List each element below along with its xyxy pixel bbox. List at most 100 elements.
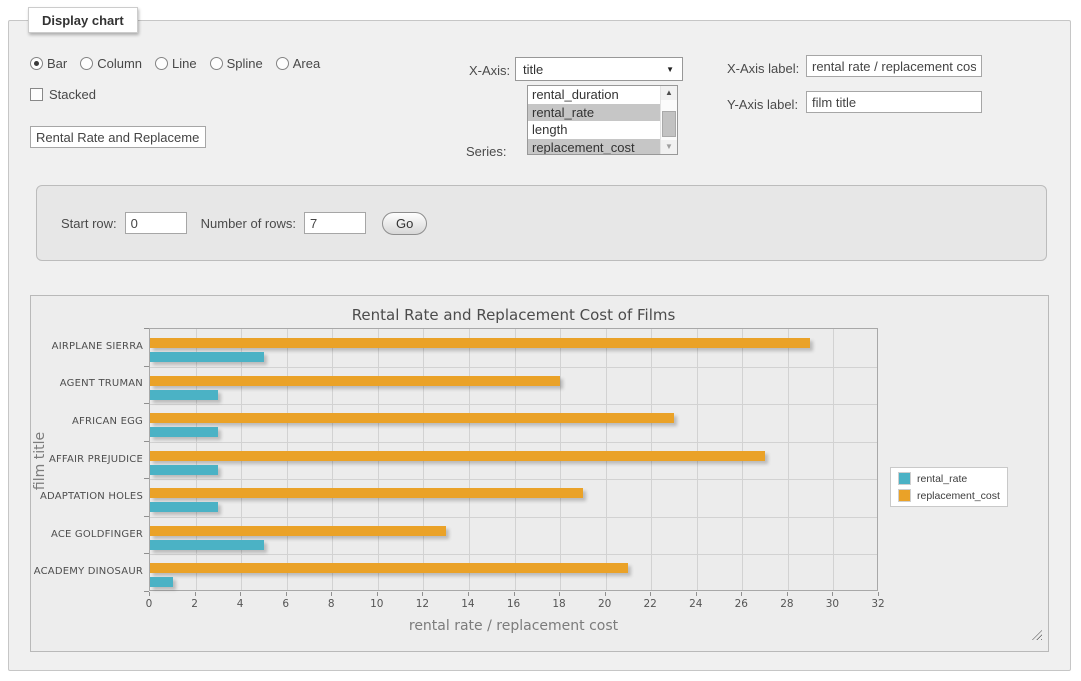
legend-swatch [898,472,911,485]
x-tick-mark [377,592,378,596]
category-label: ACE GOLDFINGER [33,529,143,540]
bar-replacement_cost [150,376,560,386]
x-tick-mark [605,592,606,596]
number-of-rows-input[interactable] [304,212,366,234]
series-option-rental_rate[interactable]: rental_rate [528,104,660,122]
go-button[interactable]: Go [382,212,427,235]
y-tick-mark [144,328,149,329]
x-tick-label: 20 [590,598,620,610]
gridline-horizontal [150,479,877,480]
chart-type-radio-column[interactable]: Column [80,56,142,71]
x-tick-label: 30 [817,598,847,610]
plot-area [149,328,878,591]
x-tick-mark [149,592,150,596]
scroll-up-icon[interactable]: ▲ [661,86,677,100]
radio-icon[interactable] [80,57,93,70]
bar-replacement_cost [150,563,628,573]
x-tick-label: 10 [362,598,392,610]
x-tick-mark [878,592,879,596]
x-tick-label: 0 [134,598,164,610]
resize-handle-icon[interactable] [1032,630,1042,640]
category-label: AGENT TRUMAN [33,378,143,389]
x-tick-label: 8 [316,598,346,610]
x-tick-label: 6 [271,598,301,610]
x-axis-select-label: X-Axis: [469,63,510,78]
y-tick-mark [144,441,149,442]
category-label: AFFAIR PREJUDICE [33,454,143,465]
y-tick-mark [144,403,149,404]
radio-label: Line [172,56,197,71]
series-option-rental_duration[interactable]: rental_duration [528,86,660,104]
x-tick-mark [832,592,833,596]
radio-icon[interactable] [210,57,223,70]
x-axis-select[interactable]: title ▼ [515,57,683,81]
series-listbox[interactable]: rental_durationrental_ratelengthreplacem… [527,85,678,155]
radio-icon[interactable] [30,57,43,70]
legend-entry-replacement_cost: replacement_cost [898,489,1000,502]
gridline-vertical [833,329,834,590]
series-option-replacement_cost[interactable]: replacement_cost [528,139,660,155]
y-tick-mark [144,591,149,592]
legend-entry-rental_rate: rental_rate [898,472,1000,485]
x-tick-label: 28 [772,598,802,610]
x-tick-mark [468,592,469,596]
chart-title-input[interactable] [30,126,206,148]
start-row-label: Start row: [61,216,117,231]
category-label: ACADEMY DINOSAUR [33,566,143,577]
gridline-horizontal [150,404,877,405]
bar-rental_rate [150,540,264,550]
x-tick-mark [331,592,332,596]
x-tick-mark [195,592,196,596]
series-label: Series: [466,144,506,159]
x-axis-selected-value: title [523,62,543,77]
x-axis-label-input[interactable] [806,55,982,77]
x-tick-label: 14 [453,598,483,610]
radio-label: Spline [227,56,263,71]
scroll-down-icon[interactable]: ▼ [661,140,677,154]
bar-replacement_cost [150,413,674,423]
radio-label: Bar [47,56,67,71]
start-row-input[interactable] [125,212,187,234]
series-option-length[interactable]: length [528,121,660,139]
bar-replacement_cost [150,526,446,536]
radio-label: Column [97,56,142,71]
chart-type-radio-line[interactable]: Line [155,56,197,71]
bar-rental_rate [150,427,218,437]
radio-label: Area [293,56,320,71]
x-tick-mark [696,592,697,596]
category-label: AIRPLANE SIERRA [33,341,143,352]
chart-type-radio-bar[interactable]: Bar [30,56,67,71]
bar-replacement_cost [150,488,583,498]
gridline-horizontal [150,442,877,443]
x-tick-mark [787,592,788,596]
scrollbar-track[interactable] [661,100,677,140]
bar-rental_rate [150,352,264,362]
chevron-down-icon: ▼ [666,65,674,74]
radio-icon[interactable] [155,57,168,70]
y-tick-mark [144,516,149,517]
chart-title: Rental Rate and Replacement Cost of Film… [149,306,878,324]
radio-icon[interactable] [276,57,289,70]
scrollbar-thumb[interactable] [662,111,676,137]
listbox-scrollbar[interactable]: ▲ ▼ [660,86,677,154]
x-axis-label-field-label: X-Axis label: [727,61,799,76]
chart-type-radio-area[interactable]: Area [276,56,320,71]
x-tick-mark [741,592,742,596]
x-tick-label: 26 [726,598,756,610]
chart-legend: rental_rate replacement_cost [890,467,1008,507]
x-axis-title: rental rate / replacement cost [149,618,878,634]
x-tick-label: 12 [407,598,437,610]
stacked-checkbox-row[interactable]: Stacked [30,87,96,102]
bar-rental_rate [150,465,218,475]
stacked-label: Stacked [49,87,96,102]
x-tick-label: 24 [681,598,711,610]
stacked-checkbox[interactable] [30,88,43,101]
legend-label: replacement_cost [917,490,1000,502]
chart-type-radio-spline[interactable]: Spline [210,56,263,71]
y-axis-label-input[interactable] [806,91,982,113]
x-tick-mark [240,592,241,596]
x-tick-label: 2 [180,598,210,610]
gridline-horizontal [150,517,877,518]
gridline-horizontal [150,554,877,555]
gridline-horizontal [150,367,877,368]
